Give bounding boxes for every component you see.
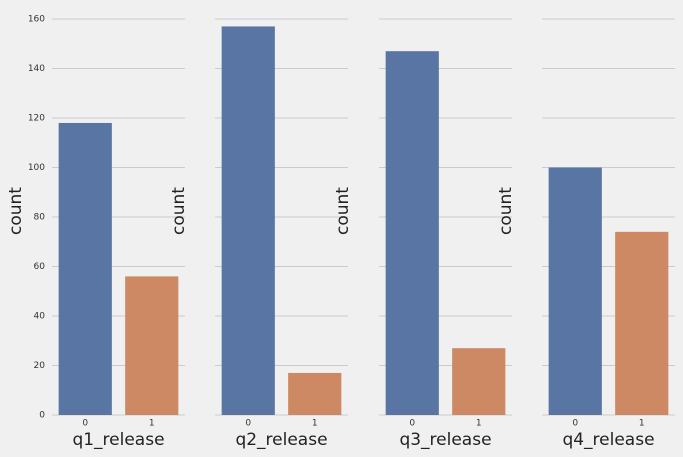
bar xyxy=(125,276,179,415)
bar xyxy=(452,348,506,415)
bar xyxy=(221,26,275,416)
y-tick-label: 160 xyxy=(28,15,45,25)
y-axis-label: count xyxy=(169,187,189,235)
bar xyxy=(548,167,602,415)
x-axis-label: q2_release xyxy=(235,430,327,450)
x-tick-label: 0 xyxy=(572,419,578,429)
y-axis-label: count xyxy=(6,187,26,235)
y-tick-label: 80 xyxy=(34,213,46,223)
x-tick-label: 0 xyxy=(245,419,251,429)
x-tick-label: 1 xyxy=(149,419,155,429)
y-tick-label: 0 xyxy=(39,411,45,421)
bar xyxy=(288,372,342,415)
y-tick-label: 40 xyxy=(34,312,46,322)
bar xyxy=(385,51,439,415)
x-axis-label: q1_release xyxy=(72,430,164,450)
y-tick-label: 100 xyxy=(28,163,45,173)
y-axis-label: count xyxy=(496,187,516,235)
y-tick-label: 20 xyxy=(34,361,46,371)
y-tick-label: 140 xyxy=(28,64,45,74)
bar xyxy=(58,122,112,415)
bar xyxy=(615,231,669,415)
x-tick-label: 1 xyxy=(476,419,482,429)
y-tick-label: 120 xyxy=(28,114,45,124)
y-tick-label: 60 xyxy=(34,262,46,272)
x-tick-label: 0 xyxy=(409,419,415,429)
x-axis-label: q4_release xyxy=(562,430,654,450)
y-axis-label: count xyxy=(333,187,353,235)
x-tick-label: 0 xyxy=(82,419,88,429)
x-tick-label: 1 xyxy=(312,419,318,429)
x-axis-label: q3_release xyxy=(399,430,491,450)
x-tick-label: 1 xyxy=(639,419,645,429)
